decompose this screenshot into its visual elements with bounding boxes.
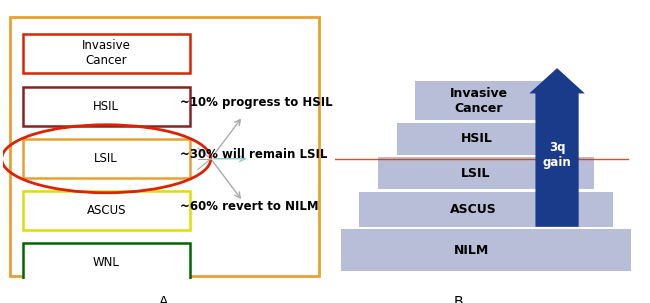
Text: ~60% revert to NILM: ~60% revert to NILM bbox=[180, 200, 319, 213]
Text: NILM: NILM bbox=[454, 244, 489, 257]
Text: LSIL: LSIL bbox=[94, 152, 118, 165]
FancyArrow shape bbox=[529, 68, 585, 227]
Bar bbox=[359, 192, 612, 227]
Text: LSIL: LSIL bbox=[460, 167, 490, 180]
Bar bbox=[23, 34, 190, 73]
Text: ASCUS: ASCUS bbox=[450, 203, 497, 216]
Bar bbox=[23, 88, 190, 126]
Text: Invasive
Cancer: Invasive Cancer bbox=[450, 87, 508, 115]
Bar bbox=[341, 229, 631, 271]
Bar bbox=[23, 139, 190, 178]
Bar bbox=[396, 123, 576, 155]
Text: Invasive
Cancer: Invasive Cancer bbox=[82, 39, 131, 68]
Bar bbox=[23, 243, 190, 282]
Text: HSIL: HSIL bbox=[93, 100, 119, 113]
Text: A: A bbox=[159, 295, 169, 303]
Text: HSIL: HSIL bbox=[461, 132, 493, 145]
Bar bbox=[415, 82, 557, 120]
Text: B: B bbox=[454, 295, 463, 303]
Text: 3q
gain: 3q gain bbox=[543, 141, 571, 169]
Bar bbox=[23, 191, 190, 230]
Bar bbox=[378, 158, 594, 189]
Text: WNL: WNL bbox=[93, 256, 120, 269]
Text: ~30% will remain LSIL: ~30% will remain LSIL bbox=[180, 148, 328, 161]
Text: ASCUS: ASCUS bbox=[86, 204, 126, 217]
Text: ~10% progress to HSIL: ~10% progress to HSIL bbox=[180, 96, 333, 109]
